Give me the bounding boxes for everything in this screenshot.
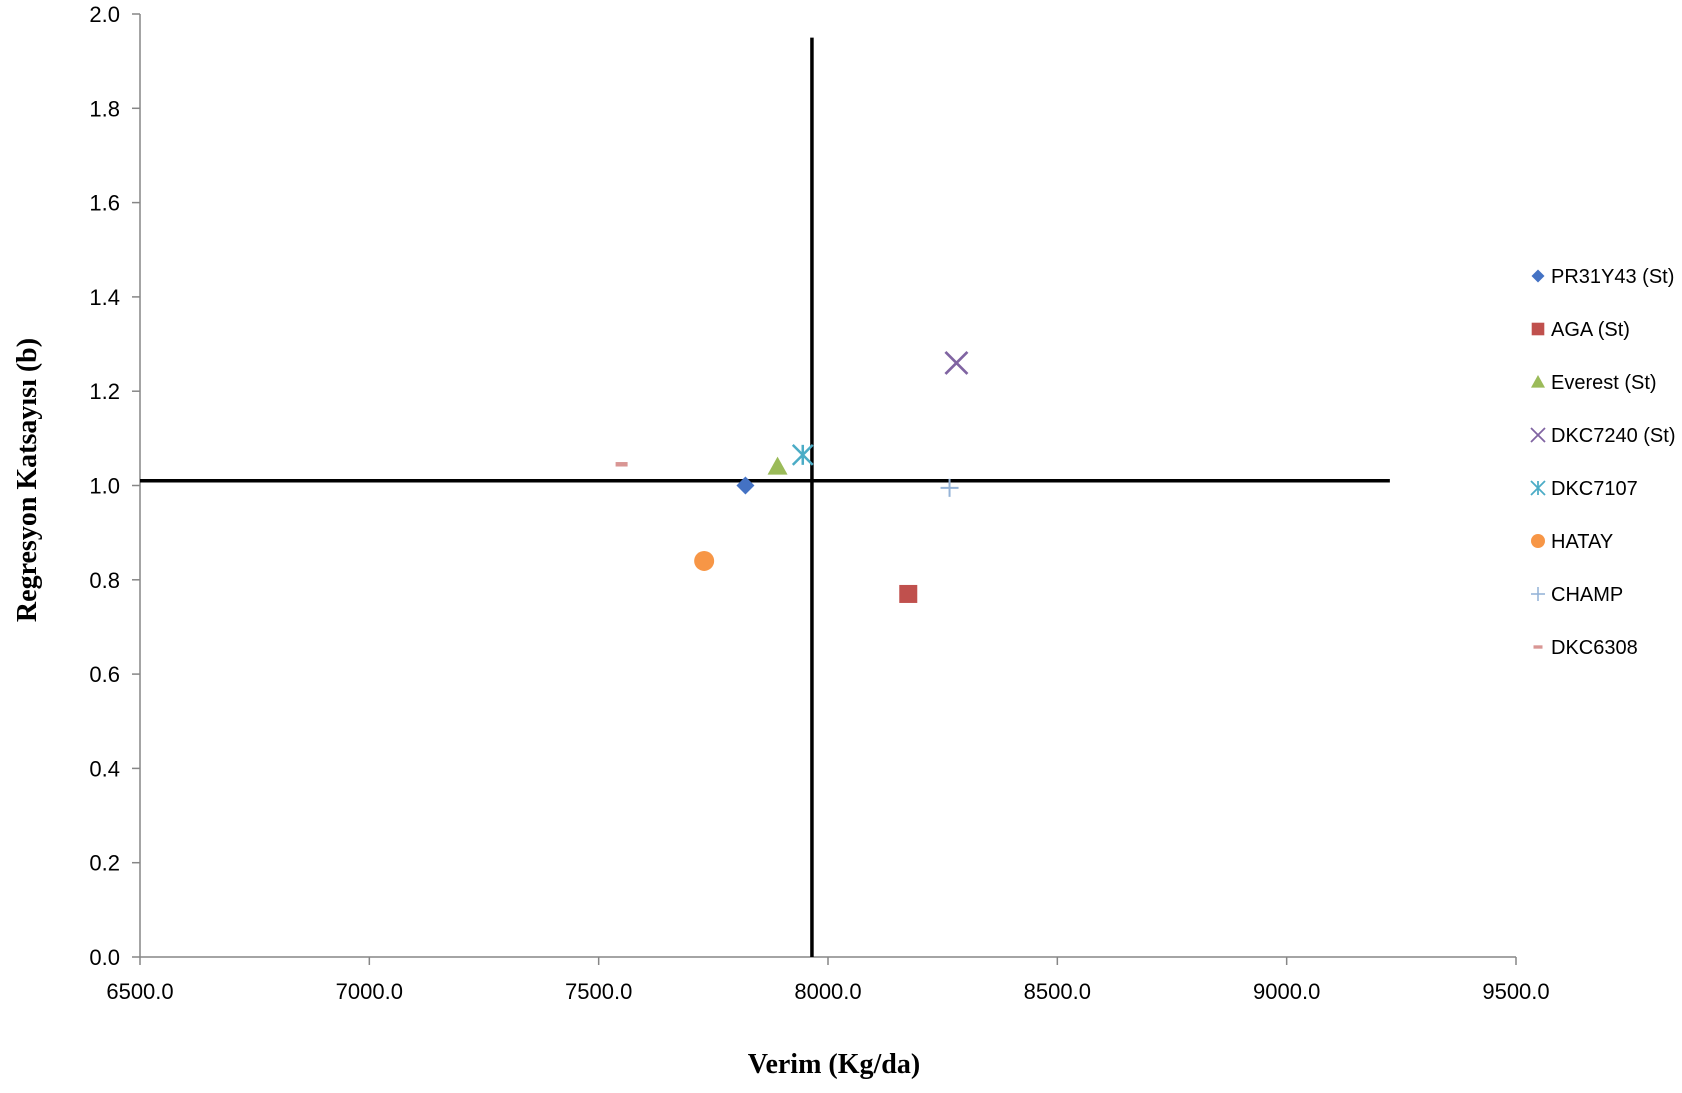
x-tick-label: 8500.0: [1024, 979, 1091, 1004]
data-point: [791, 443, 814, 466]
dash-marker: [615, 462, 628, 467]
x-tick-label: 7000.0: [336, 979, 403, 1004]
legend-item: AGA (St): [1531, 319, 1630, 341]
axes: 0.0 0.2 0.4 0.6 0.8 1.0 1.2 1.4 1.6 1.8 2.0 6500.0 7…: [89, 2, 1549, 1004]
square-marker: [1531, 322, 1545, 336]
legend-item: PR31Y43 (St): [1531, 266, 1674, 288]
legend-item: HATAY: [1531, 531, 1613, 553]
data-point: [736, 476, 755, 495]
legend-marker-icon: [1531, 375, 1545, 388]
x-marker-stroke: [1530, 427, 1546, 443]
legend-item: DKC7107: [1530, 478, 1638, 500]
y-tick-label: 0.4: [89, 756, 120, 781]
circle-marker: [694, 550, 715, 571]
legend-item: CHAMP: [1531, 584, 1623, 606]
legend-marker-icon: [1531, 587, 1545, 601]
y-tick-label: 1.2: [89, 379, 120, 404]
legend-marker-icon: [1533, 645, 1543, 649]
triangle-marker: [1531, 375, 1545, 388]
legend-label: AGA (St): [1551, 319, 1630, 341]
x-tick-label: 6500.0: [106, 979, 173, 1004]
legend-label: CHAMP: [1551, 584, 1623, 606]
triangle-marker: [767, 456, 788, 475]
data-point: [899, 584, 918, 603]
data-point: [694, 550, 715, 571]
x-tick-label: 8000.0: [794, 979, 861, 1004]
y-tick-label: 0.8: [89, 568, 120, 593]
legend-label: DKC7240 (St): [1551, 425, 1676, 447]
data-point: [767, 456, 788, 475]
circle-marker: [1531, 534, 1545, 548]
legend-label: PR31Y43 (St): [1551, 266, 1674, 288]
x-marker-stroke: [944, 350, 969, 375]
x-tick-label: 9500.0: [1482, 979, 1549, 1004]
legend-label: HATAY: [1551, 531, 1613, 553]
y-tick-label: 0.2: [89, 851, 120, 876]
y-tick-label: 1.4: [89, 285, 120, 310]
legend-marker-icon: [1531, 269, 1545, 283]
legend-label: DKC7107: [1551, 478, 1638, 500]
legend-marker-icon: [1531, 322, 1545, 336]
reference-lines: [140, 37, 1390, 957]
data-points: [615, 350, 969, 603]
legend-item: Everest (St): [1531, 372, 1657, 394]
square-marker: [899, 584, 918, 603]
y-tick-label: 1.6: [89, 191, 120, 216]
legend-marker-icon: [1530, 480, 1546, 496]
legend-item: DKC6308: [1533, 637, 1638, 659]
x-tick-label: 7500.0: [565, 979, 632, 1004]
data-point: [940, 478, 959, 497]
legend-label: Everest (St): [1551, 372, 1657, 394]
data-point: [944, 350, 969, 375]
legend-item: DKC7240 (St): [1530, 425, 1676, 447]
y-tick-label: 0.6: [89, 662, 120, 687]
y-tick-label: 2.0: [89, 2, 120, 27]
y-tick-label: 1.8: [89, 96, 120, 121]
x-tick-label: 9000.0: [1253, 979, 1320, 1004]
y-tick-label: 0.0: [89, 945, 120, 970]
x-axis-title: Verim (Kg/da): [748, 1049, 920, 1080]
legend-marker-icon: [1531, 534, 1545, 548]
diamond-marker: [736, 476, 755, 495]
y-axis-title: Regresyon Katsayısı (b): [12, 338, 43, 622]
data-point: [615, 462, 628, 467]
y-tick-label: 1.0: [89, 474, 120, 499]
diamond-marker: [1531, 269, 1545, 283]
legend-marker-icon: [1530, 427, 1546, 443]
legend: PR31Y43 (St) AGA (St) Everest (St) DKC7240 …: [1530, 266, 1676, 659]
legend-label: DKC6308: [1551, 637, 1638, 659]
dash-marker: [1533, 645, 1543, 649]
